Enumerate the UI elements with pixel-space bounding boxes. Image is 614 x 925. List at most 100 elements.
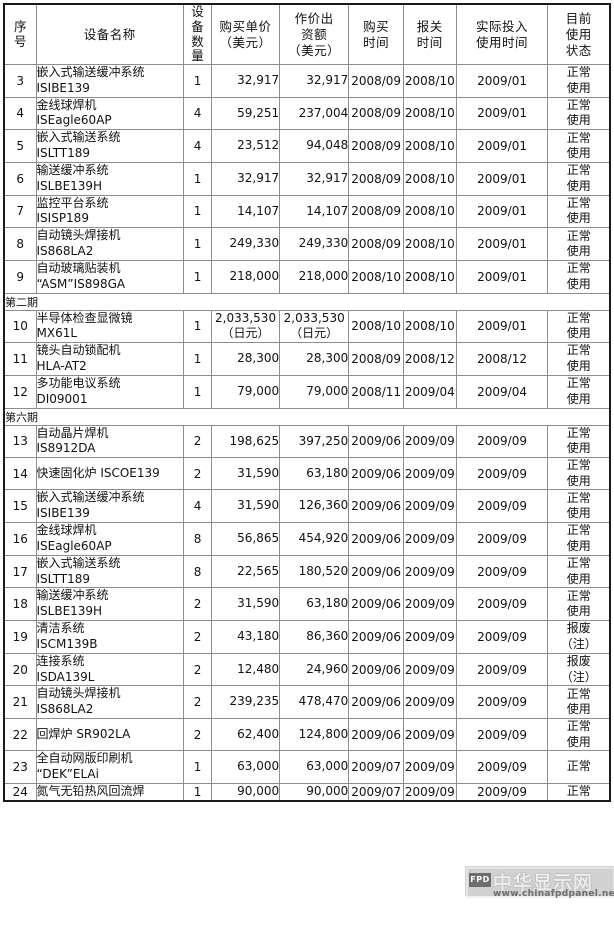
- table-row: 17 嵌入式输送系统 ISLTT189 8 22,565 180,520 2009/06 20…: [3, 554, 611, 589]
- cell-equipment-name: 清洁系统 ISCM139B: [35, 620, 185, 654]
- cell-in-use-date: 2009/09: [455, 489, 549, 524]
- table-row: 19 清洁系统 ISCM139B 2 43,180 86,360 2009/06 2009/0…: [3, 620, 611, 654]
- status-line2: 使用: [566, 604, 591, 619]
- equipment-model-line2: ISEagle60AP: [36, 113, 112, 128]
- cell-equipment-name: 嵌入式输送缓冲系统 ISIBE139: [35, 489, 185, 524]
- cell-quantity: 8: [183, 522, 212, 556]
- cell-equipment-name: 多功能电议系统 DI09001: [35, 374, 185, 409]
- status-badge: 正常 使用: [547, 554, 611, 589]
- cell-declaration-date: 2009/09: [402, 424, 457, 459]
- cell-total-amount: 124,800: [279, 717, 350, 752]
- cell-seq: 10: [3, 309, 37, 344]
- cell-unit-price: 62,400: [210, 717, 281, 752]
- unit-price-value: 31,590: [237, 596, 280, 611]
- equipment-table: 序 号 设备名称 设 备 数 量 购买单价 （美元） 作价出 资额 （美元）: [3, 3, 611, 802]
- total-amount-value: 90,000: [306, 783, 349, 798]
- equipment-name-line1: 快速固化炉 ISCOE139: [36, 465, 160, 480]
- cell-in-use-date: 2009/01: [455, 64, 549, 98]
- column-header-seq: 序 号: [3, 3, 37, 65]
- cell-seq: 13: [3, 424, 37, 459]
- equipment-model-line2: ISIBE139: [36, 506, 90, 521]
- column-header-in-use-date: 实际投入 使用时间: [455, 3, 549, 65]
- status-line1: 正常: [566, 783, 591, 798]
- status-line1: 正常: [566, 555, 591, 570]
- table-row: 20 连接系统 ISDA139L 2 12,480 24,960 2009/06 2009/0…: [3, 652, 611, 687]
- cell-quantity: 1: [183, 374, 212, 409]
- cell-in-use-date: 2009/09: [455, 554, 549, 589]
- equipment-name-line1: 清洁系统: [36, 621, 85, 636]
- total-amount-value: 478,470: [298, 694, 349, 709]
- cell-total-amount: 63,180: [279, 457, 350, 491]
- status-line1: 正常: [566, 65, 591, 80]
- table-row: 24 氮气无铅热风回流焊 1 90,000 90,000 2009/07 2009/09 20…: [3, 782, 611, 802]
- cell-purchase-date: 2008/09: [348, 129, 404, 163]
- cell-declaration-date: 2008/10: [402, 129, 457, 163]
- cell-in-use-date: 2009/01: [455, 129, 549, 163]
- total-amount-value: 14,107: [306, 203, 349, 218]
- table-row: 23 全自动网版印刷机 “DEK”ELAi 1 63,000 63,000 2009/07 2…: [3, 750, 611, 784]
- status-line1: 正常: [566, 310, 591, 325]
- equipment-model-line2: IS8912DA: [36, 441, 96, 456]
- section-label: 第二期: [3, 292, 611, 311]
- table-row: 18 输送缓冲系统 ISLBE139H 2 31,590 63,180 2009/06 200…: [3, 587, 611, 622]
- cell-total-amount: 397,250: [279, 424, 350, 459]
- cell-in-use-date: 2009/09: [455, 717, 549, 752]
- total-amount-value: 28,300: [306, 351, 349, 366]
- cell-seq: 16: [3, 522, 37, 556]
- status-line2: （注）: [560, 636, 597, 651]
- cell-declaration-date: 2009/09: [402, 522, 457, 556]
- equipment-model-line2: ISDA139L: [36, 669, 95, 684]
- cell-in-use-date: 2009/09: [455, 652, 549, 687]
- cell-equipment-name: 输送缓冲系统 ISLBE139H: [35, 161, 185, 196]
- cell-in-use-date: 2009/01: [455, 309, 549, 344]
- cell-declaration-date: 2009/09: [402, 750, 457, 784]
- watermark-bar: [465, 866, 614, 896]
- cell-unit-price: 32,917: [210, 161, 281, 196]
- cell-equipment-name: 嵌入式输送系统 ISLTT189: [35, 129, 185, 163]
- cell-total-amount: 32,917: [279, 161, 350, 196]
- status-line2: 使用: [566, 441, 591, 456]
- cell-declaration-date: 2008/10: [402, 259, 457, 294]
- status-line2: 使用: [566, 734, 591, 749]
- status-badge: 正常: [547, 750, 611, 784]
- total-amount-value: 32,917: [306, 171, 349, 185]
- column-header-total-amount: 作价出 资额 （美元）: [279, 3, 350, 65]
- total-amount-value: 218,000: [298, 268, 349, 283]
- status-line1: 正常: [566, 458, 591, 473]
- table-row: 16 金线球焊机 ISEagle60AP 8 56,865 454,920 2009/06 2…: [3, 522, 611, 556]
- cell-quantity: 1: [183, 342, 212, 376]
- equipment-model-line2: ISISP189: [36, 211, 89, 226]
- cell-total-amount: 94,048: [279, 129, 350, 163]
- status-line2: 使用: [566, 506, 591, 521]
- cell-purchase-date: 2008/09: [348, 342, 404, 376]
- cell-in-use-date: 2009/09: [455, 750, 549, 784]
- cell-declaration-date: 2009/09: [402, 554, 457, 589]
- cell-unit-price: 28,300: [210, 342, 281, 376]
- cell-equipment-name: 回焊炉 SR902LA: [35, 717, 185, 752]
- equipment-name-line1: 多功能电议系统: [36, 375, 121, 390]
- cell-equipment-name: 自动晶片焊机 IS8912DA: [35, 424, 185, 459]
- cell-unit-price: 2,033,530 （日元）: [210, 309, 281, 344]
- status-line1: 正常: [566, 490, 591, 505]
- status-line2: （注）: [560, 669, 597, 684]
- cell-declaration-date: 2008/10: [402, 161, 457, 196]
- cell-declaration-date: 2008/10: [402, 194, 457, 229]
- section-label: 第六期: [3, 407, 611, 426]
- status-line2: 使用: [566, 538, 591, 553]
- cell-total-amount: 86,360: [279, 620, 350, 654]
- total-amount-value: 249,330: [298, 236, 349, 251]
- status-line1: 正常: [566, 130, 591, 145]
- cell-in-use-date: 2009/01: [455, 259, 549, 294]
- total-amount-value: 237,004: [298, 105, 349, 120]
- cell-seq: 4: [3, 96, 37, 131]
- status-line2: 使用: [566, 276, 591, 291]
- cell-equipment-name: 自动镜头焊接机 IS868LA2: [35, 685, 185, 719]
- cell-equipment-name: 连接系统 ISDA139L: [35, 652, 185, 687]
- cell-quantity: 1: [183, 161, 212, 196]
- equipment-model-line2: “DEK”ELAi: [36, 767, 99, 782]
- unit-price-value: 28,300: [237, 351, 280, 366]
- cell-unit-price: 90,000: [210, 782, 281, 802]
- equipment-name-line1: 镜头自动锁配机: [36, 343, 121, 358]
- status-line1: 正常: [566, 163, 591, 178]
- cell-quantity: 2: [183, 620, 212, 654]
